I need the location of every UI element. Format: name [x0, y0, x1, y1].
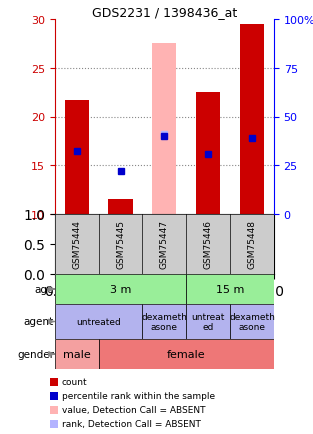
Bar	[108, 200, 133, 214]
Text: count: count	[62, 378, 88, 387]
Bar	[186, 274, 274, 304]
Bar	[50, 420, 58, 428]
Text: GSM75445: GSM75445	[116, 220, 125, 269]
Text: dexameth
asone: dexameth asone	[229, 312, 275, 332]
Bar	[99, 339, 274, 369]
Text: GSM75446: GSM75446	[204, 220, 213, 269]
Bar	[50, 392, 58, 400]
Bar	[186, 304, 230, 339]
Text: untreat
ed: untreat ed	[192, 312, 225, 332]
Text: untreated: untreated	[76, 317, 121, 326]
Text: age: age	[34, 284, 54, 294]
Text: male: male	[63, 349, 90, 359]
Text: percentile rank within the sample: percentile rank within the sample	[62, 391, 215, 401]
Bar	[230, 304, 274, 339]
Text: 3 m: 3 m	[110, 284, 131, 294]
Title: GDS2231 / 1398436_at: GDS2231 / 1398436_at	[92, 6, 237, 19]
Bar	[55, 339, 99, 369]
Text: GSM75444: GSM75444	[72, 220, 81, 269]
Text: agent: agent	[24, 317, 54, 327]
Text: dexameth
asone: dexameth asone	[141, 312, 187, 332]
Bar	[142, 304, 186, 339]
Text: female: female	[167, 349, 206, 359]
Text: gender: gender	[17, 349, 54, 359]
Bar	[64, 101, 89, 214]
Bar	[50, 406, 58, 414]
Bar	[50, 378, 58, 386]
Text: GSM75447: GSM75447	[160, 220, 169, 269]
Bar	[240, 25, 264, 214]
Bar	[196, 93, 220, 214]
Bar	[152, 44, 176, 214]
Bar	[55, 274, 186, 304]
Bar	[55, 304, 142, 339]
Text: value, Detection Call = ABSENT: value, Detection Call = ABSENT	[62, 405, 206, 414]
Text: 15 m: 15 m	[216, 284, 244, 294]
Text: rank, Detection Call = ABSENT: rank, Detection Call = ABSENT	[62, 420, 201, 428]
Text: GSM75448: GSM75448	[248, 220, 256, 269]
